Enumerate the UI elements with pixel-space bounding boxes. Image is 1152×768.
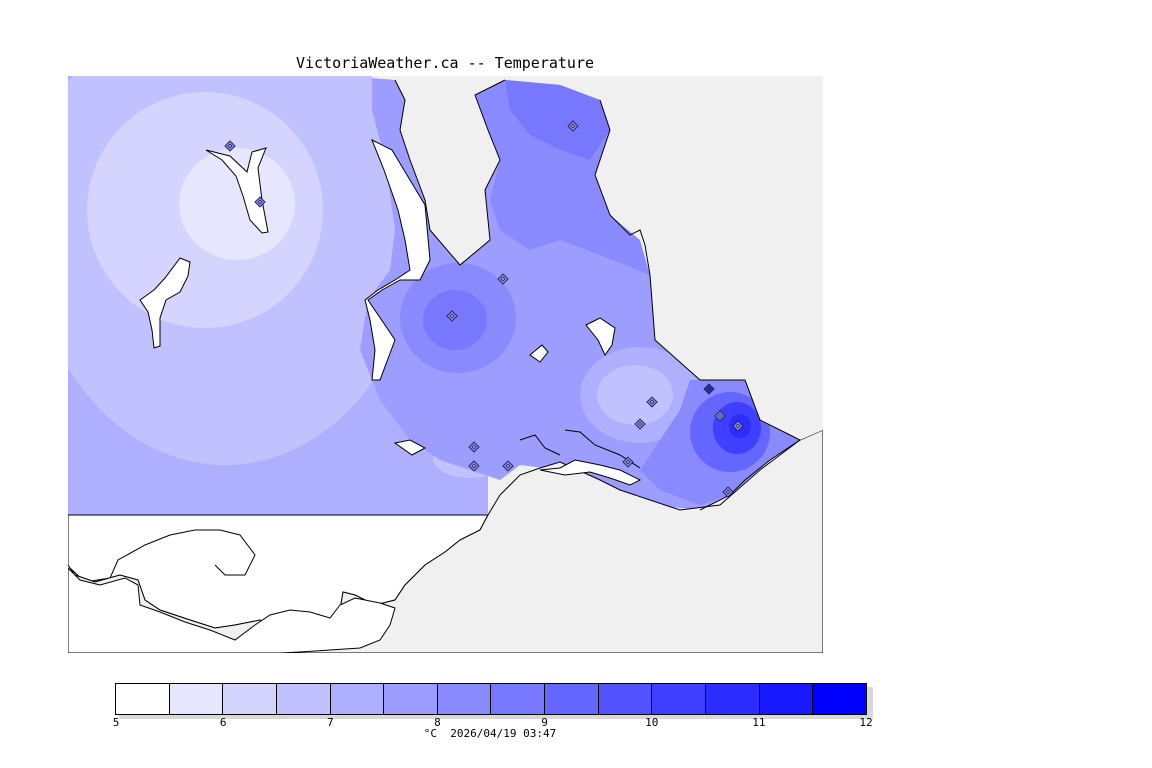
legend-tick-label: 10 xyxy=(645,716,659,729)
legend-tick-label: 11 xyxy=(752,716,766,729)
legend-tick-label: 6 xyxy=(219,716,227,729)
map-title: VictoriaWeather.ca -- Temperature xyxy=(295,54,594,72)
east-coast-line xyxy=(594,99,801,511)
north-coast-line xyxy=(394,79,506,266)
station-marker[interactable] xyxy=(622,456,634,468)
station-marker[interactable] xyxy=(254,196,266,208)
legend-tick-label: 12 xyxy=(859,716,873,729)
small-island xyxy=(393,439,427,456)
contour-east-9 xyxy=(505,80,610,160)
legend-swatch xyxy=(116,684,170,714)
olympic-coast xyxy=(68,567,396,653)
station-marker[interactable] xyxy=(722,486,734,498)
legend-swatch xyxy=(759,684,814,714)
station-marker[interactable] xyxy=(714,410,726,422)
salt-spring-island xyxy=(205,147,269,234)
legend-swatch xyxy=(276,684,331,714)
station-marker[interactable] xyxy=(468,441,480,453)
galiano-island xyxy=(139,257,191,349)
legend-tick-label: 8 xyxy=(434,716,441,729)
legend-tick-label: 9 xyxy=(541,716,548,729)
legend-swatch xyxy=(545,684,599,714)
legend-swatch xyxy=(813,684,866,714)
north-water-patch xyxy=(372,76,505,265)
color-legend xyxy=(115,683,867,715)
contour-saanich-9 xyxy=(423,290,487,350)
station-marker[interactable] xyxy=(502,460,514,472)
legend-swatch xyxy=(223,684,277,714)
station-markers[interactable] xyxy=(224,120,744,498)
station-marker[interactable] xyxy=(224,140,236,152)
legend-swatch xyxy=(706,684,760,714)
legend-swatch xyxy=(437,684,492,714)
legend-swatch xyxy=(169,684,224,714)
legend-tick-label: 5 xyxy=(112,716,120,729)
james-island xyxy=(529,344,549,363)
station-marker[interactable] xyxy=(468,460,480,472)
east-water-patch xyxy=(595,76,823,440)
station-marker[interactable] xyxy=(567,120,579,132)
legend-swatch xyxy=(384,684,438,714)
temperature-map[interactable] xyxy=(0,0,1152,680)
station-marker[interactable] xyxy=(497,273,509,285)
legend-tick-label: 7 xyxy=(326,716,334,729)
station-marker[interactable] xyxy=(646,396,658,408)
saanich-inlet-land xyxy=(364,138,431,381)
legend-swatch xyxy=(491,684,546,714)
station-marker[interactable] xyxy=(703,383,715,395)
sidney-island xyxy=(585,317,616,356)
legend-swatch xyxy=(330,684,385,714)
station-marker[interactable] xyxy=(446,310,458,322)
legend-caption: °C 2026/04/19 03:47 xyxy=(423,727,557,740)
station-marker[interactable] xyxy=(634,418,646,430)
inner-harbour xyxy=(539,459,642,486)
contour-victoria-7 xyxy=(597,365,673,425)
legend-swatch xyxy=(652,684,707,714)
legend-swatch xyxy=(598,684,653,714)
station-marker[interactable] xyxy=(732,420,744,432)
